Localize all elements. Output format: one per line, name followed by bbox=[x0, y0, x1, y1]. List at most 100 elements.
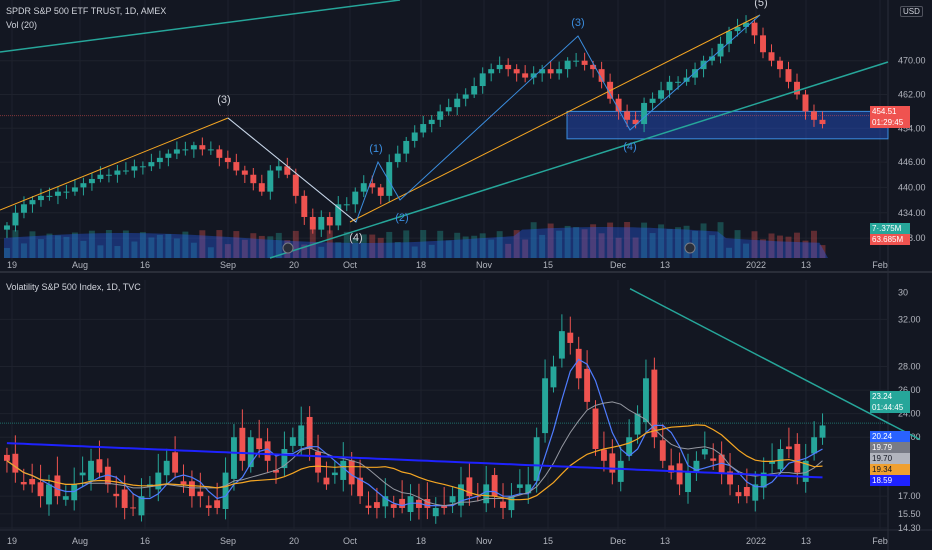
volume-bar bbox=[122, 230, 129, 258]
vix-candle bbox=[273, 469, 279, 473]
vix-candle bbox=[239, 427, 246, 461]
volume-bar bbox=[428, 244, 435, 258]
currency-badge[interactable]: USD bbox=[900, 6, 923, 17]
vix-price-tag: 23.24 bbox=[870, 391, 910, 402]
vix-candle bbox=[432, 507, 439, 517]
spy-candle bbox=[751, 22, 758, 36]
spy-candle bbox=[190, 145, 197, 150]
wave-white-1 bbox=[227, 117, 357, 223]
volume-bar bbox=[564, 225, 571, 258]
spy-candle bbox=[335, 204, 342, 226]
spy-candle bbox=[301, 195, 308, 217]
spy-candle bbox=[216, 149, 223, 158]
volume-bar bbox=[148, 237, 155, 258]
y-tick-top: 434.00 bbox=[898, 208, 926, 218]
spy-candle bbox=[581, 60, 588, 65]
volume-bar bbox=[386, 231, 393, 258]
spy-candle bbox=[71, 187, 78, 192]
bottom-panel-title: Volatility S&P 500 Index, 1D, TVC bbox=[6, 282, 141, 292]
vix-candle bbox=[685, 472, 691, 493]
x-tick-top: 13 bbox=[660, 260, 670, 270]
volume-bar bbox=[241, 239, 248, 258]
ma-tag-2: 19.79 bbox=[870, 442, 910, 453]
vix-candle bbox=[819, 425, 826, 438]
spy-candle bbox=[233, 162, 240, 171]
volume-bar bbox=[760, 239, 766, 258]
y-tick-bottom: 26.00 bbox=[898, 385, 921, 395]
x-tick-top: 18 bbox=[416, 260, 426, 270]
volume-bar bbox=[811, 230, 817, 258]
x-tick-top: Aug bbox=[72, 260, 88, 270]
vix-candle bbox=[416, 499, 422, 508]
x-tick-bottom: Sep bbox=[220, 536, 236, 546]
vix-candle bbox=[769, 460, 776, 464]
volume-bar bbox=[4, 248, 10, 258]
spy-candle bbox=[743, 22, 749, 27]
vix-candle bbox=[340, 460, 347, 480]
y-tick-bottom: 32.00 bbox=[898, 314, 921, 324]
vix-candle bbox=[197, 491, 204, 497]
spy-candle bbox=[326, 216, 333, 226]
volume-bar bbox=[819, 245, 826, 258]
spy-candle bbox=[4, 225, 10, 230]
volume-bar bbox=[224, 244, 231, 258]
spy-candle bbox=[224, 157, 231, 163]
x-tick-top: 19 bbox=[7, 260, 17, 270]
volume-bar bbox=[709, 235, 716, 258]
spy-candle bbox=[564, 60, 571, 70]
volume-bar bbox=[71, 232, 78, 258]
spy-candle bbox=[709, 56, 716, 61]
volume-bar bbox=[292, 230, 299, 258]
spy-candle bbox=[352, 191, 359, 205]
trendline-orange-2 bbox=[349, 14, 761, 223]
volume-bar bbox=[275, 232, 282, 258]
vix-candle bbox=[558, 331, 565, 359]
spy-candle bbox=[411, 132, 418, 141]
spy-candle bbox=[675, 81, 682, 83]
x-tick-bottom: 18 bbox=[416, 536, 426, 546]
trendline-upper bbox=[0, 0, 401, 53]
volume-bar bbox=[54, 235, 61, 258]
spy-price-tag: 454.51 bbox=[870, 106, 910, 117]
wave-label: (2) bbox=[395, 212, 408, 224]
volume-bar bbox=[734, 230, 741, 258]
spy-candle bbox=[199, 145, 206, 150]
volume-bar bbox=[12, 230, 19, 258]
trendline-support bbox=[269, 61, 889, 259]
spy-candle bbox=[734, 26, 741, 32]
spy-candle bbox=[641, 102, 648, 125]
vix-candle bbox=[399, 498, 406, 508]
x-tick-bottom: 13 bbox=[660, 536, 670, 546]
volume-bar bbox=[479, 233, 486, 258]
vix-candle bbox=[643, 378, 649, 423]
spy-candle bbox=[802, 94, 809, 112]
vix-candle bbox=[600, 449, 607, 461]
spy-candle bbox=[12, 212, 19, 226]
spy-candle bbox=[658, 90, 665, 99]
vix-candle bbox=[584, 368, 591, 402]
volume-bar bbox=[785, 236, 792, 258]
spy-candle bbox=[37, 195, 44, 201]
vix-candle bbox=[12, 453, 19, 473]
vix-candle bbox=[306, 416, 313, 450]
vix-candle bbox=[289, 437, 296, 446]
spy-candle bbox=[488, 69, 495, 74]
volume-bar bbox=[216, 230, 223, 258]
spy-candle bbox=[547, 69, 554, 74]
spy-candle bbox=[241, 170, 248, 175]
spy-candle bbox=[284, 166, 291, 175]
vix-candle bbox=[130, 507, 137, 509]
volume-bar bbox=[105, 230, 112, 258]
trendline-orange-1 bbox=[0, 117, 229, 211]
vix-candle bbox=[71, 484, 78, 501]
vix-candle bbox=[138, 496, 145, 516]
spy-candle bbox=[811, 111, 817, 120]
volume-bar bbox=[20, 243, 27, 258]
y-tick-top: 462.00 bbox=[898, 89, 926, 99]
spy-candle bbox=[454, 98, 461, 108]
spy-candle bbox=[768, 52, 775, 61]
y-tick-top: 440.00 bbox=[898, 182, 926, 192]
spy-candle bbox=[148, 162, 155, 167]
